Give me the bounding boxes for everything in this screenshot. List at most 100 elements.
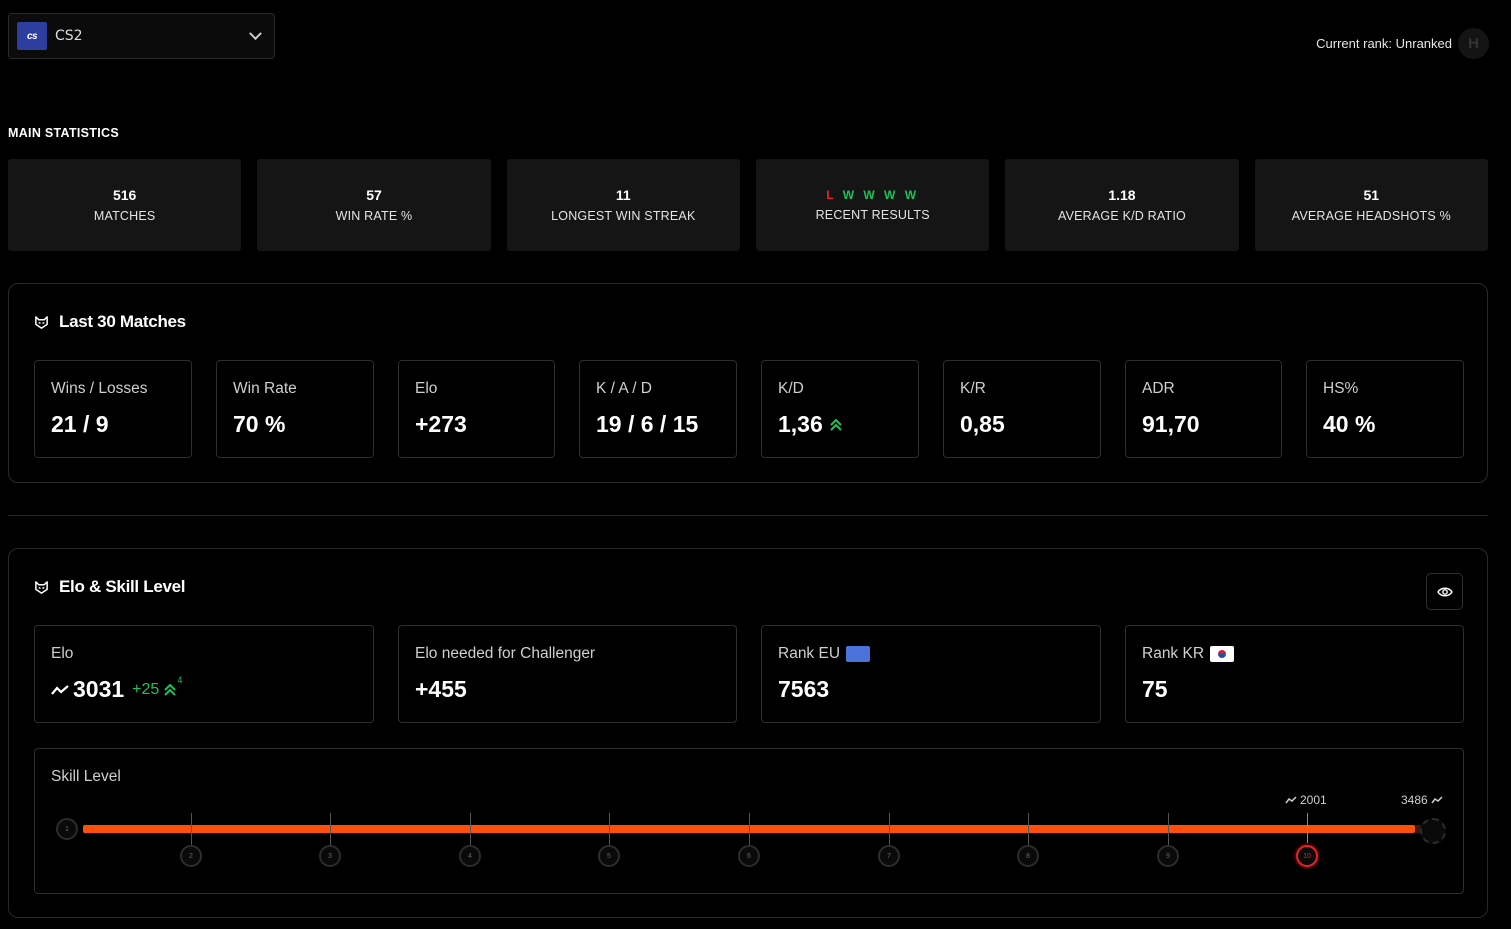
main-statistics-title: MAIN STATISTICS [8,126,119,140]
level-tick [889,813,890,859]
stat-value: 11 [615,187,631,203]
stat-card-longest-win-streak: 11 LONGEST WIN STREAK [506,159,740,251]
card-label: Rank EU [778,645,841,662]
trend-line-icon [1285,796,1297,804]
eu-flag-icon [846,645,871,662]
elo-streak: 4 [177,674,183,685]
card-value: 75 [1142,676,1168,702]
result-loss: L [826,188,837,202]
current-rank-label: Current rank: Unranked [1316,36,1452,51]
last-30-matches-panel: Last 30 Matches Wins / Losses 21 / 9 Win… [8,283,1488,483]
card-elo: Elo +273 [398,360,555,458]
card-value: 21 / 9 [51,411,109,437]
toggle-visibility-button[interactable] [1426,573,1463,610]
cs2-logo-icon: cs [17,22,47,50]
card-label: Rank KR [1142,645,1205,662]
game-name: CS2 [55,28,83,44]
current-rank: Current rank: Unranked H [1316,28,1489,59]
panel-title: Last 30 Matches [59,312,186,331]
double-chevron-up-icon [830,418,842,431]
game-selector[interactable]: cs CS2 [8,13,275,59]
eye-icon [1436,587,1453,596]
result-win: W [863,188,878,202]
card-rank-kr: Rank KR 75 [1125,625,1464,723]
elo-cards: Elo 3031 +25 4 Elo needed for Challenger… [34,625,1464,723]
kr-flag-icon [1210,645,1235,662]
recent-results: L W W W W [826,188,919,202]
stat-label: AVERAGE K/D RATIO [1057,209,1186,223]
card-value: 91,70 [1142,411,1200,437]
card-elo-current: Elo 3031 +25 4 [34,625,374,723]
level-tick [1168,813,1169,859]
stat-label: RECENT RESULTS [815,208,930,222]
stat-label: WIN RATE % [335,209,413,223]
card-label: ADR [1142,380,1175,397]
stat-label: LONGEST WIN STREAK [551,209,696,223]
result-win: W [904,188,920,202]
level-tick [609,813,610,859]
trend-line-icon [51,684,69,695]
stat-label: MATCHES [93,209,156,223]
skill-level-box: Skill Level 2001 3486 1 2 3 4 5 6 7 8 9 … [34,748,1464,894]
skill-level-3-icon: 3 [319,845,341,867]
challenger-level-icon [1420,818,1446,844]
level-tick [749,813,750,859]
elo-change: +25 [132,680,160,698]
skill-level-8-icon: 8 [1017,845,1039,867]
rank-icon: H [1458,28,1489,59]
elo-skill-header: Elo & Skill Level [34,577,186,597]
card-value: 1,36 [778,411,823,437]
card-value: 70 % [233,411,286,437]
card-value: +455 [415,676,467,702]
card-adr: ADR 91,70 [1125,360,1282,458]
card-value: 7563 [778,676,830,702]
skill-level-4-icon: 4 [459,845,481,867]
stat-card-average-kd: 1.18 AVERAGE K/D RATIO [1005,159,1239,251]
stat-label: AVERAGE HEADSHOTS % [1291,209,1451,223]
stat-value: 57 [366,187,382,203]
panel-title: Elo & Skill Level [59,577,186,596]
level-10-threshold: 2001 [1285,793,1327,807]
level-tick [330,813,331,859]
skill-level-9-icon: 9 [1157,845,1179,867]
level-tick [1307,813,1308,859]
skill-level-6-icon: 6 [738,845,760,867]
card-value: 40 % [1323,411,1376,437]
stat-card-matches: 516 MATCHES [8,159,242,251]
card-label: Win Rate [233,380,297,397]
level-10-elo: 2001 [1300,793,1327,807]
result-win: W [842,188,858,202]
double-chevron-up-icon [164,683,177,696]
card-label: K / A / D [596,380,652,397]
level-tick [1028,813,1029,859]
chevron-down-icon [249,26,262,40]
elo-skill-panel: Elo & Skill Level Elo 3031 +25 4 Elo ne [8,548,1488,918]
card-kr: K/R 0,85 [943,360,1101,458]
skill-level-1-icon: 1 [56,818,78,840]
skill-level-5-icon: 5 [598,845,620,867]
stat-card-average-headshots: 51 AVERAGE HEADSHOTS % [1254,159,1488,251]
card-label: K/R [960,380,986,397]
stat-card-recent-results: L W W W W RECENT RESULTS [755,159,990,251]
skill-level-2-icon: 2 [180,845,202,867]
card-label: Elo [51,645,74,662]
card-win-rate: Win Rate 70 % [216,360,374,458]
level-tick [191,813,192,859]
stat-value: 516 [112,187,137,203]
level-tick [470,813,471,859]
card-value: 19 / 6 / 15 [596,411,699,437]
skill-level-7-icon: 7 [878,845,900,867]
last-30-matches-header: Last 30 Matches [34,312,186,332]
stat-value: 1.18 [1108,187,1136,203]
last-30-cards: Wins / Losses 21 / 9 Win Rate 70 % Elo +… [34,360,1464,458]
main-statistics-cards: 516 MATCHES 57 WIN RATE % 11 LONGEST WIN… [8,159,1488,251]
section-divider [8,515,1488,516]
card-value-with-trend: 1,36 [778,411,843,438]
card-value: 0,85 [960,411,1005,437]
card-value: +273 [415,411,467,437]
max-elo-marker: 3486 [1401,793,1443,807]
card-challenger: Elo needed for Challenger +455 [398,625,737,723]
card-kad: K / A / D 19 / 6 / 15 [579,360,737,458]
card-rank-eu: Rank EU 7563 [761,625,1101,723]
wolf-icon [35,315,48,329]
